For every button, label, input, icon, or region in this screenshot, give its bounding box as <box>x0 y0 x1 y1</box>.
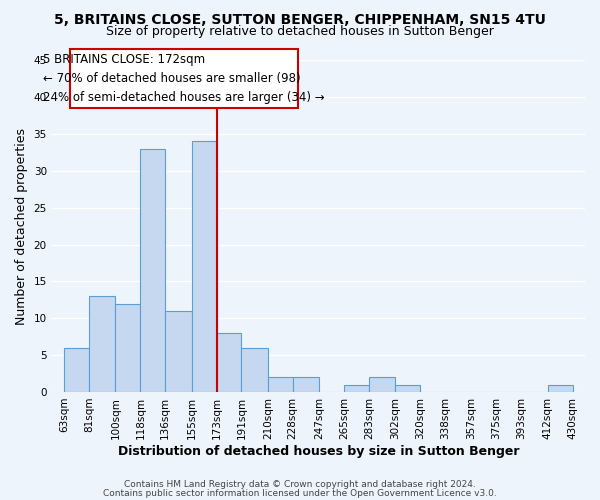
Text: Contains HM Land Registry data © Crown copyright and database right 2024.: Contains HM Land Registry data © Crown c… <box>124 480 476 489</box>
Bar <box>140 149 165 392</box>
Text: Size of property relative to detached houses in Sutton Benger: Size of property relative to detached ho… <box>106 25 494 38</box>
Bar <box>241 348 268 392</box>
Bar <box>395 384 420 392</box>
Text: 5 BRITAINS CLOSE: 172sqm
← 70% of detached houses are smaller (98)
24% of semi-d: 5 BRITAINS CLOSE: 172sqm ← 70% of detach… <box>43 54 325 104</box>
Bar <box>64 348 89 392</box>
Y-axis label: Number of detached properties: Number of detached properties <box>15 128 28 324</box>
Text: 5, BRITAINS CLOSE, SUTTON BENGER, CHIPPENHAM, SN15 4TU: 5, BRITAINS CLOSE, SUTTON BENGER, CHIPPE… <box>54 12 546 26</box>
FancyBboxPatch shape <box>70 50 298 108</box>
Text: Contains public sector information licensed under the Open Government Licence v3: Contains public sector information licen… <box>103 488 497 498</box>
Bar <box>344 384 369 392</box>
Bar <box>293 377 319 392</box>
Bar <box>369 377 395 392</box>
Bar <box>191 142 217 392</box>
X-axis label: Distribution of detached houses by size in Sutton Benger: Distribution of detached houses by size … <box>118 444 519 458</box>
Bar <box>268 377 293 392</box>
Bar <box>548 384 572 392</box>
Bar <box>217 333 241 392</box>
Bar <box>89 296 115 392</box>
Bar <box>115 304 140 392</box>
Bar <box>165 311 191 392</box>
